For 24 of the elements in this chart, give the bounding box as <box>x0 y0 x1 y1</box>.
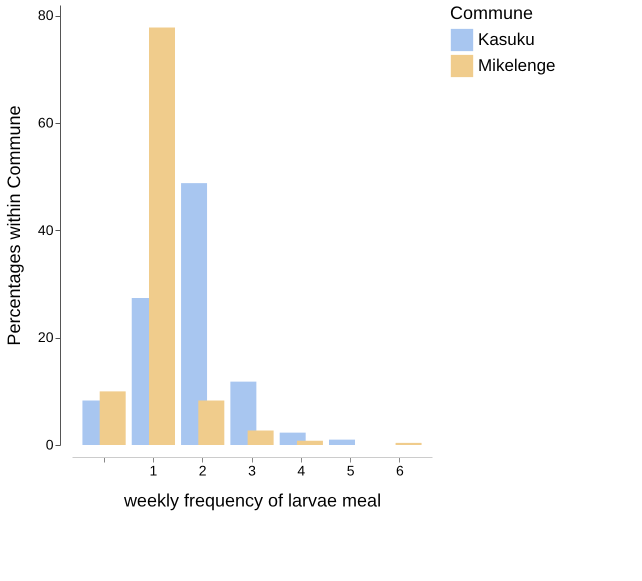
bar <box>329 440 355 445</box>
legend-title: Commune <box>450 3 534 23</box>
x-tick-label: 2 <box>198 462 207 478</box>
legend-label: Mikelenge <box>478 56 556 75</box>
bar <box>100 391 126 445</box>
y-tick-label: 60 <box>38 114 54 131</box>
y-tick-label: 20 <box>38 329 54 346</box>
x-axis-title: weekly frequency of larvae meal <box>122 490 382 510</box>
x-tick-label: 4 <box>297 462 306 478</box>
legend-label: Kasuku <box>478 30 535 49</box>
x-tick-label: 1 <box>149 462 158 478</box>
bar <box>149 28 175 445</box>
bar <box>230 382 256 445</box>
x-tick-label: 6 <box>396 462 404 478</box>
y-tick-label: 0 <box>46 436 54 452</box>
bar <box>296 440 323 445</box>
bar <box>248 430 274 445</box>
x-tick-label: 5 <box>346 462 355 478</box>
y-tick-label: 40 <box>38 222 54 238</box>
y-axis-title: Percentages within Commune <box>4 105 24 346</box>
bar <box>181 183 208 445</box>
bar <box>198 400 224 445</box>
x-tick-label: 3 <box>248 462 256 478</box>
y-tick-label: 80 <box>38 7 54 24</box>
